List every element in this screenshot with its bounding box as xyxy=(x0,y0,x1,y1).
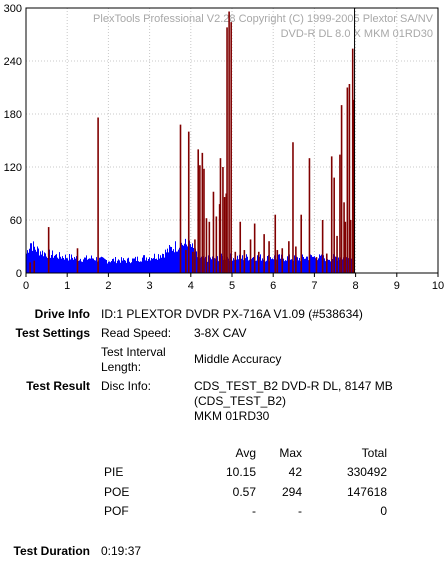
watermark: PlexTools Professional V2.28 Copyright (… xyxy=(93,13,434,40)
x-tick-label: 6 xyxy=(270,280,276,292)
x-tick-label: 5 xyxy=(229,280,235,292)
read-speed-label: Read Speed: xyxy=(101,326,172,340)
watermark-line-1: PlexTools Professional V2.28 Copyright (… xyxy=(93,13,434,25)
test-duration-label: Test Duration xyxy=(13,544,90,558)
x-tick-label: 3 xyxy=(147,280,153,292)
x-tick-label: 0 xyxy=(23,280,29,292)
stats-header-max: Max xyxy=(279,446,302,460)
y-tick-label: 300 xyxy=(4,3,22,15)
stats-row-name: PIE xyxy=(104,465,124,479)
read-speed-value: 3-8X CAV xyxy=(194,326,247,340)
test-settings-label: Test Settings xyxy=(15,326,90,340)
disc-info-label: Disc Info: xyxy=(101,379,152,393)
y-tick-label: 0 xyxy=(16,268,22,280)
bar-series xyxy=(26,11,355,273)
interval-label-line-1: Test Interval xyxy=(101,345,166,359)
stats-row-total: 147618 xyxy=(346,485,387,499)
x-tick-label: 4 xyxy=(188,280,194,292)
y-tick-label: 60 xyxy=(10,215,22,227)
drive-info-label: Drive Info xyxy=(34,307,90,321)
watermark-line-2: DVD-R DL 8.0 X MKM 01RD30 xyxy=(281,28,433,40)
stats-header-avg: Avg xyxy=(235,446,256,460)
test-result-label: Test Result xyxy=(26,379,90,393)
x-tick-label: 8 xyxy=(353,280,359,292)
disc-info-line-3: MKM 01RD30 xyxy=(194,409,270,423)
x-tick-label: 9 xyxy=(394,280,400,292)
stats-row-total: 0 xyxy=(380,504,387,518)
x-tick-label: 10 xyxy=(432,280,444,292)
x-tick-label: 7 xyxy=(311,280,317,292)
stats-row-name: POE xyxy=(104,485,130,499)
plot-frame xyxy=(25,7,439,274)
y-tick-label: 120 xyxy=(4,162,22,174)
interval-value: Middle Accuracy xyxy=(194,352,282,366)
stats-row-max: 42 xyxy=(288,465,302,479)
y-tick-label: 240 xyxy=(4,56,22,68)
stats-row-max: - xyxy=(298,504,302,518)
disc-info-line-1: CDS_TEST_B2 DVD-R DL, 8147 MB xyxy=(194,379,393,393)
axes: 0 60 120 180 240 300 0 1 2 3 4 5 6 7 8 9 10 xyxy=(4,3,444,292)
y-tick-label: 180 xyxy=(4,109,22,121)
test-duration-value: 0:19:37 xyxy=(101,544,142,558)
disc-info-line-2: (CDS_TEST_B2) xyxy=(194,394,287,408)
stats-row-avg: - xyxy=(252,504,256,518)
stats-row-max: 294 xyxy=(281,485,302,499)
stats-row-name: POF xyxy=(104,504,129,518)
x-tick-label: 2 xyxy=(105,280,111,292)
interval-label-line-2: Length: xyxy=(101,360,142,374)
stats-row-total: 330492 xyxy=(346,465,387,479)
stats-header-total: Total xyxy=(361,446,387,460)
pie-poe-chart: PlexTools Professional V2.28 Copyright (… xyxy=(4,3,444,292)
stats-row-avg: 10.15 xyxy=(225,465,256,479)
x-tick-label: 1 xyxy=(64,280,70,292)
drive-info-value: ID:1 PLEXTOR DVDR PX-716A V1.09 (#538634… xyxy=(101,307,363,321)
stats-row-avg: 0.57 xyxy=(232,485,256,499)
